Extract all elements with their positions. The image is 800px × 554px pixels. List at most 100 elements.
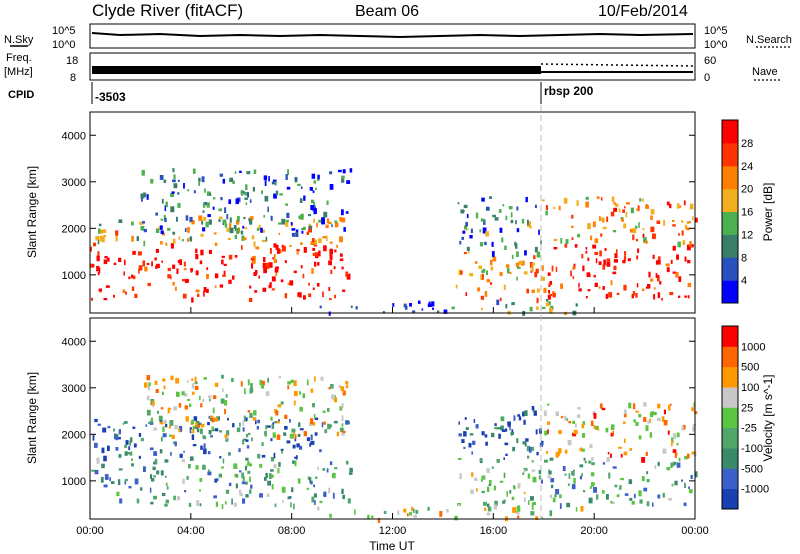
data-cell [323, 211, 328, 218]
data-cell [138, 268, 140, 274]
data-cell [144, 266, 148, 272]
data-cell [317, 174, 320, 180]
freq-tick-lo: 8 [70, 72, 76, 84]
data-cell [261, 454, 266, 458]
data-cell [675, 272, 679, 278]
data-cell [218, 430, 223, 433]
data-cell [687, 259, 691, 264]
data-cell [524, 410, 526, 416]
data-cell [181, 459, 185, 463]
data-cell [169, 434, 172, 437]
data-cell [491, 432, 495, 438]
data-cell [496, 427, 501, 430]
data-cell [228, 482, 232, 487]
data-cell [339, 217, 342, 222]
data-cell [209, 398, 211, 402]
data-cell [489, 196, 492, 199]
data-cell [267, 377, 269, 383]
data-cell [215, 501, 218, 507]
data-cell [595, 425, 599, 431]
data-cell [341, 431, 345, 436]
data-cell [672, 461, 675, 467]
data-cell [159, 225, 163, 230]
data-cell [684, 456, 688, 460]
data-cell [145, 424, 148, 427]
data-cell [214, 273, 219, 279]
data-cell [466, 228, 469, 231]
data-cell [678, 457, 681, 462]
data-cell [258, 224, 261, 231]
data-cell [223, 263, 227, 266]
data-cell [175, 377, 180, 384]
data-cell [286, 440, 291, 444]
data-cell [317, 506, 320, 511]
data-cell [181, 391, 185, 396]
data-cell [314, 252, 318, 257]
data-cell [107, 425, 111, 429]
data-cell [690, 244, 694, 248]
data-cell [256, 426, 259, 430]
data-cell [283, 432, 287, 436]
colorbar-segment [722, 257, 738, 281]
data-cell [289, 419, 291, 423]
data-cell [130, 437, 133, 443]
data-cell [211, 426, 215, 430]
data-cell [195, 248, 198, 254]
cpid-panel: CPID -3503 rbsp 200 [8, 82, 594, 104]
data-cell [200, 249, 204, 256]
data-cell [392, 303, 395, 307]
data-cell [245, 202, 248, 206]
data-cell [527, 500, 530, 505]
data-cell [469, 235, 473, 239]
data-cell [687, 221, 691, 224]
data-cell [309, 477, 312, 483]
data-cell [484, 434, 488, 438]
data-cell [487, 503, 490, 507]
data-cell [657, 403, 661, 409]
data-cell [480, 307, 483, 311]
data-cell [269, 282, 272, 288]
data-cell [532, 502, 536, 505]
data-cell [164, 205, 167, 212]
data-cell [565, 239, 569, 244]
data-cell [234, 171, 237, 174]
data-cell [491, 251, 495, 257]
data-cell [151, 400, 155, 406]
data-cell [647, 284, 651, 289]
data-cell [614, 259, 618, 263]
data-cell [237, 215, 240, 222]
data-cell [659, 281, 662, 285]
data-cell [511, 429, 514, 433]
data-cell [345, 381, 349, 385]
data-cell [228, 279, 232, 284]
data-cell [409, 511, 412, 516]
data-cell [265, 472, 268, 479]
data-cell [377, 517, 381, 523]
data-cell [482, 273, 484, 280]
plot-title: Clyde River (fitACF) [92, 1, 243, 20]
data-cell [635, 421, 639, 427]
data-cell [177, 260, 180, 264]
data-cell [657, 494, 661, 499]
data-cell [329, 248, 334, 255]
data-cell [486, 279, 491, 283]
data-cell [454, 515, 458, 521]
data-cell [330, 384, 334, 389]
data-cell [278, 232, 281, 235]
data-cell [558, 430, 562, 435]
data-cell [297, 433, 301, 437]
data-cell [646, 501, 650, 507]
data-cell [518, 416, 522, 421]
data-cell [494, 500, 498, 506]
data-cell [263, 267, 267, 274]
data-cell [200, 233, 204, 237]
data-cell [317, 262, 320, 266]
data-cell [202, 216, 207, 221]
data-cell [224, 408, 226, 415]
data-cell [347, 498, 351, 504]
data-cell [247, 470, 251, 474]
data-cell [311, 268, 314, 274]
colorbar-tick-label: 500 [741, 362, 759, 374]
